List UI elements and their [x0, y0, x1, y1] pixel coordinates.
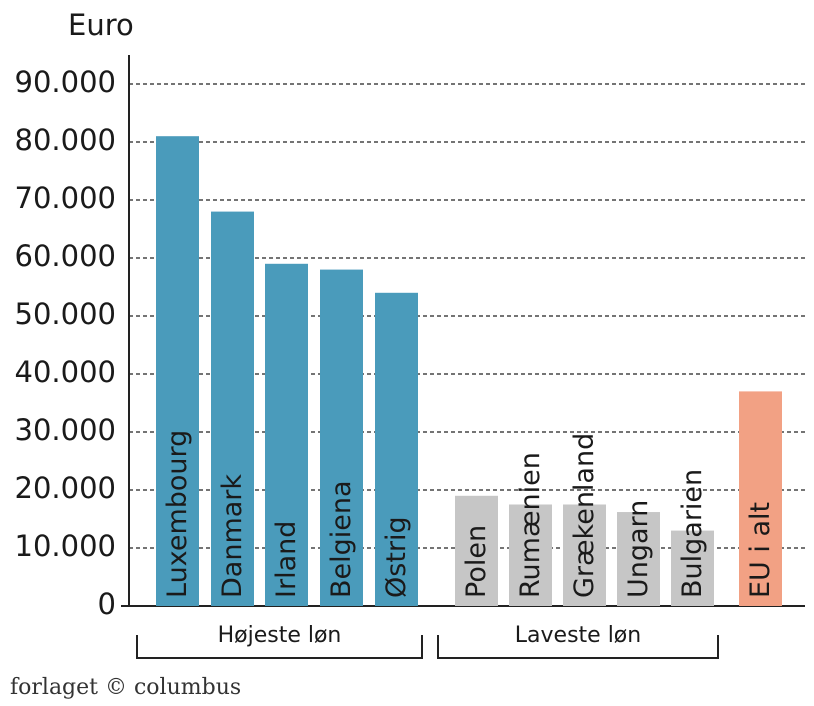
bar-label: Østrig [381, 516, 412, 598]
group-bracket [437, 635, 719, 659]
bar-label: Luxembourg [162, 430, 193, 598]
y-tick-label: 30.000 [15, 413, 116, 447]
y-tick-label: 40.000 [15, 355, 116, 389]
bar [320, 269, 363, 606]
bar [617, 512, 660, 606]
bar-label: Grækenland [569, 433, 600, 598]
y-tick-label: 10.000 [15, 529, 116, 563]
y-tick-label: 0 [98, 587, 116, 621]
bar-label: Rumænien [515, 452, 546, 598]
bar-label: Danmark [217, 474, 248, 598]
bar-label: Belgiena [326, 480, 357, 598]
y-tick-label: 70.000 [15, 181, 116, 215]
y-tick-label: 90.000 [15, 65, 116, 99]
footer: forlaget © columbus [10, 675, 241, 700]
bar [739, 391, 782, 606]
bar-label: Ungarn [623, 500, 654, 598]
bar [265, 263, 308, 606]
y-axis-label: Euro [68, 8, 134, 42]
bar [455, 495, 498, 606]
group-bracket [136, 635, 423, 659]
group-label: Laveste løn [515, 623, 641, 648]
bar-label: Bulgarien [677, 469, 708, 598]
bar [211, 211, 254, 606]
group-label: Højeste løn [218, 623, 342, 648]
y-tick-label: 20.000 [15, 471, 116, 505]
bar-label: Irland [271, 521, 302, 598]
bar-label: Polen [461, 525, 492, 598]
bar [375, 292, 418, 606]
bar [671, 530, 714, 606]
bar-label: EU i alt [745, 502, 776, 598]
y-tick-label: 60.000 [15, 239, 116, 273]
y-tick-label: 80.000 [15, 123, 116, 157]
bar [509, 504, 552, 606]
bar [563, 504, 606, 606]
bar [156, 136, 199, 606]
y-tick-label: 50.000 [15, 297, 116, 331]
